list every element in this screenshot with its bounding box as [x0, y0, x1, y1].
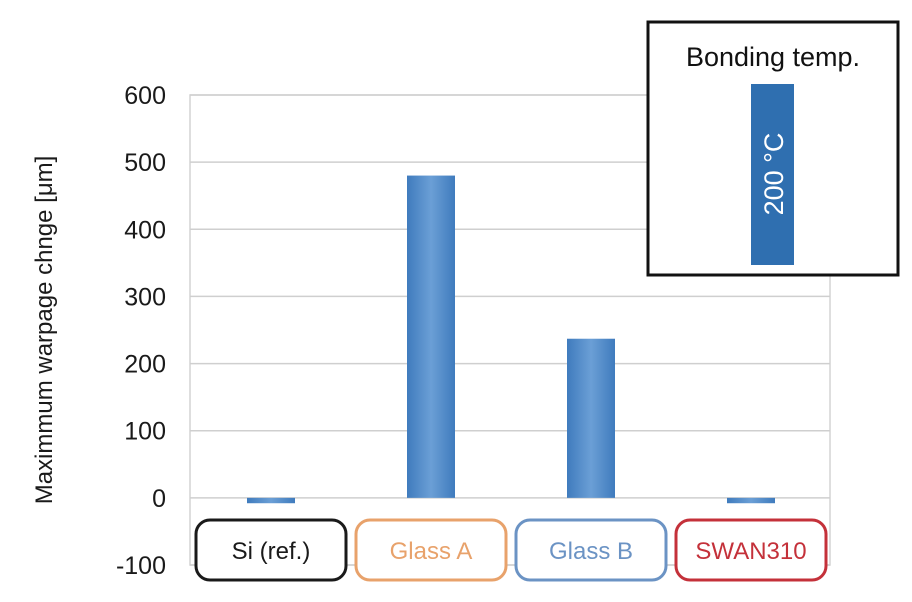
legend-title: Bonding temp. [686, 42, 860, 72]
y-tick-label: 500 [124, 149, 166, 177]
y-axis-title: Maximmum warpage chnge [μm] [31, 156, 58, 505]
y-axis-ticks: 600 500 400 300 200 100 0 -100 [116, 82, 166, 580]
x-tick-label: Si (ref.) [232, 538, 311, 565]
bar [407, 175, 455, 498]
category-box [354, 518, 508, 582]
x-tick-label: Glass A [390, 538, 473, 565]
y-tick-label: 400 [124, 216, 166, 244]
y-tick-label: 600 [124, 82, 166, 110]
category-box [674, 518, 828, 582]
y-tick-label: 300 [124, 283, 166, 311]
y-tick-label: -100 [116, 552, 166, 580]
bars [247, 175, 775, 504]
y-tick-label: 200 [124, 351, 166, 379]
category-box [194, 518, 348, 582]
x-tick-label: Glass B [549, 538, 633, 565]
category-box [514, 518, 668, 582]
x-tick-label: SWAN310 [695, 538, 806, 565]
bar [727, 497, 775, 504]
legend-entry: 200 °C [759, 133, 789, 216]
category-labels: Si (ref.) Glass A Glass B SWAN310 [194, 518, 828, 582]
legend-swatch [751, 84, 794, 265]
bar [567, 338, 615, 498]
bar [247, 497, 295, 504]
legend: Bonding temp. 200 °C [646, 20, 900, 277]
y-tick-label: 100 [124, 418, 166, 446]
y-tick-label: 0 [152, 485, 166, 513]
